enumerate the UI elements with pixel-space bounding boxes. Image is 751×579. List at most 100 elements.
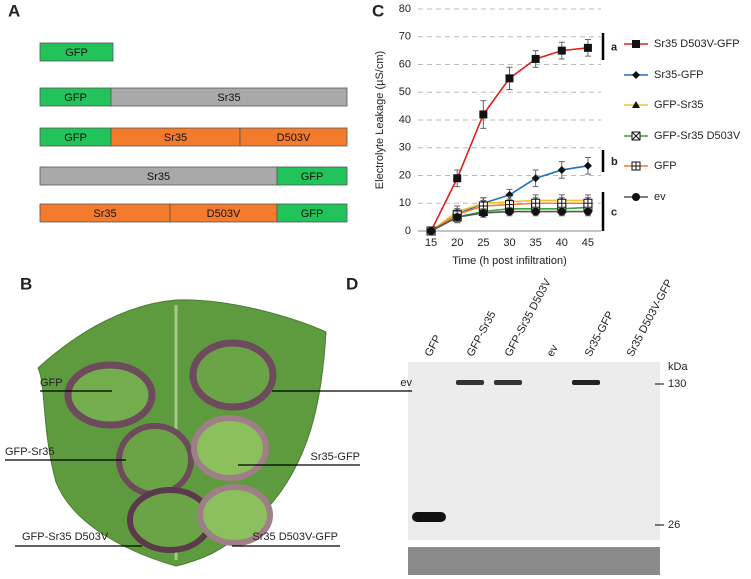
marker-shape — [632, 101, 640, 108]
x-tick-label: 20 — [451, 237, 463, 249]
y-tick-label: 10 — [399, 197, 411, 209]
marker-shape — [505, 74, 514, 83]
marker — [557, 198, 567, 208]
x-tick-label: 45 — [582, 237, 594, 249]
marker — [453, 213, 462, 222]
group-label: c — [611, 206, 617, 218]
legend-label: GFP-Sr35 — [654, 99, 704, 111]
lane-label: Sr35-GFP — [583, 309, 617, 358]
leaf-label: GFP — [40, 377, 63, 389]
marker — [631, 131, 641, 141]
group-label: a — [611, 41, 618, 53]
segment-label: GFP — [64, 92, 87, 104]
leaf-label: ev — [400, 377, 412, 389]
y-tick-label: 40 — [399, 114, 411, 126]
y-axis-title: Electrolyte Leakage (µS/cm) — [374, 51, 386, 189]
x-axis-title: Time (h post infiltration) — [452, 255, 567, 267]
unit-label: kDa — [668, 361, 688, 373]
leaf-label: Sr35 D503V-GFP — [252, 531, 338, 543]
lane-label: GFP-Sr35 D503V — [503, 276, 554, 358]
kda-marker: 130 — [668, 378, 686, 390]
y-tick-label: 80 — [399, 3, 411, 15]
y-tick-label: 0 — [405, 225, 411, 237]
leaf-label: Sr35-GFP — [310, 451, 360, 463]
panel-label: A — [8, 1, 20, 20]
marker-shape — [505, 190, 514, 199]
segment-label: Sr35 — [164, 132, 187, 144]
legend-label: Sr35-GFP — [654, 69, 704, 81]
panel-label: D — [346, 274, 358, 293]
marker — [583, 207, 592, 216]
marker — [632, 193, 640, 201]
marker-shape — [479, 110, 488, 119]
marker-shape — [531, 199, 540, 208]
marker-shape — [583, 207, 592, 216]
marker-shape — [453, 174, 462, 183]
marker-shape — [632, 193, 640, 201]
marker-shape — [632, 162, 640, 170]
marker-shape — [427, 227, 436, 235]
marker — [479, 110, 488, 119]
construct-segment — [39, 42, 114, 62]
marker-shape — [583, 161, 592, 170]
x-tick-label: 35 — [530, 237, 542, 249]
construct-segment — [276, 203, 348, 223]
marker — [479, 208, 488, 217]
x-tick-label: 15 — [425, 237, 437, 249]
marker — [531, 207, 540, 216]
marker — [427, 227, 436, 235]
segment-label: GFP — [301, 208, 324, 220]
marker — [632, 71, 640, 79]
marker — [583, 43, 592, 52]
marker-shape — [453, 213, 462, 222]
marker — [557, 165, 566, 174]
construct-segment — [110, 87, 348, 107]
marker — [505, 207, 514, 216]
lane-label: ev — [545, 342, 561, 358]
marker — [632, 101, 640, 108]
segment-label: D503V — [207, 208, 241, 220]
marker — [583, 161, 592, 170]
segment-label: D503V — [277, 132, 311, 144]
legend-label: GFP-Sr35 D503V — [654, 130, 741, 142]
legend-label: ev — [654, 191, 666, 203]
marker — [631, 161, 641, 171]
marker-shape — [557, 165, 566, 174]
x-tick-label: 25 — [477, 237, 489, 249]
legend-label: GFP — [654, 160, 677, 172]
x-tick-label: 40 — [556, 237, 568, 249]
segment-label: Sr35 — [93, 208, 116, 220]
leaf-photo — [37, 299, 327, 567]
marker — [453, 174, 462, 183]
segment-label: GFP — [65, 47, 88, 59]
marker — [557, 46, 566, 55]
y-tick-label: 60 — [399, 58, 411, 70]
marker-shape — [631, 131, 641, 141]
marker — [531, 198, 541, 208]
marker-shape — [583, 43, 592, 52]
marker — [505, 190, 514, 199]
y-tick-label: 20 — [399, 169, 411, 181]
segment-label: GFP — [64, 132, 87, 144]
y-tick-label: 50 — [399, 86, 411, 98]
kda-marker: 26 — [668, 519, 680, 531]
marker-shape — [531, 174, 540, 183]
marker — [557, 207, 566, 216]
y-tick-label: 70 — [399, 31, 411, 43]
marker-shape — [505, 207, 514, 216]
lane-label: Sr35 D503V-GFP — [625, 278, 676, 359]
marker-shape — [557, 199, 566, 208]
leaf-label: GFP-Sr35 D503V — [22, 531, 109, 543]
construct-segment — [239, 127, 348, 147]
lane-label: GFP — [423, 333, 444, 359]
lane-label: GFP-Sr35 — [465, 309, 499, 358]
x-tick-label: 30 — [503, 237, 515, 249]
marker-shape — [583, 199, 592, 208]
marker-shape — [632, 71, 640, 79]
blot-image — [408, 362, 664, 575]
marker-shape — [557, 46, 566, 55]
panel-label: B — [20, 274, 32, 293]
segment-label: Sr35 — [147, 171, 170, 183]
marker — [583, 198, 593, 208]
